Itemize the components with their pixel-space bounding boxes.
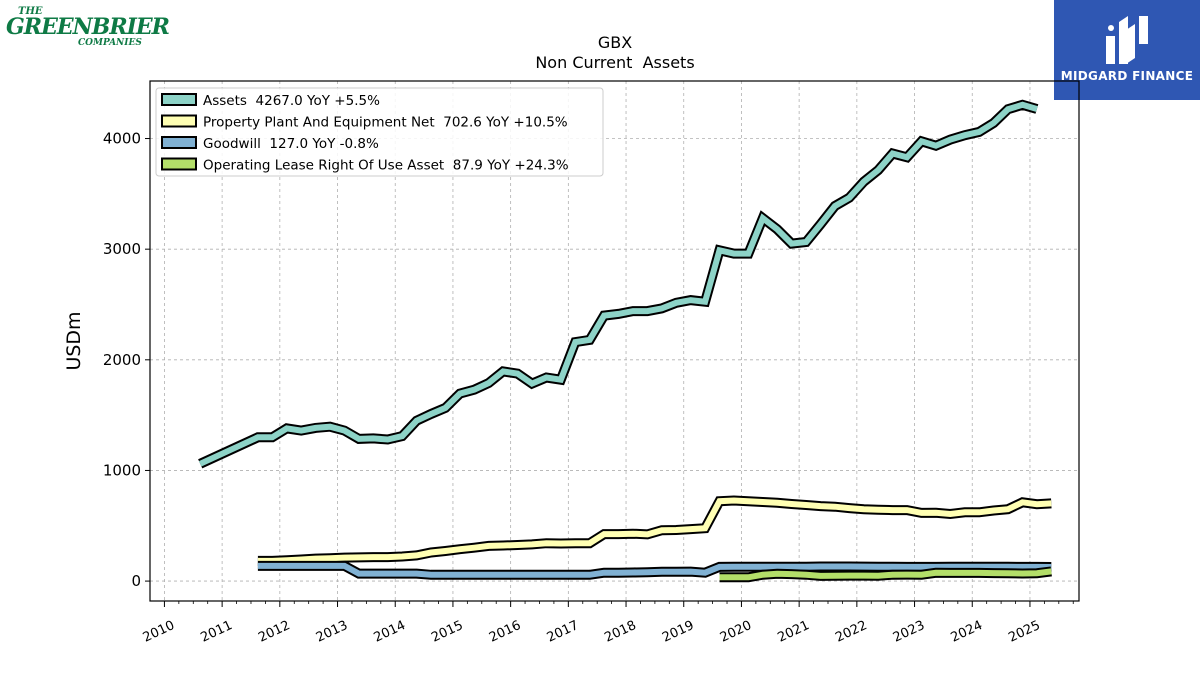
x-tick-label: 2017 <box>545 618 581 646</box>
x-tick-label: 2015 <box>429 618 465 646</box>
series-3-line <box>719 566 1052 583</box>
legend-swatch <box>161 136 197 149</box>
x-tick-label: 2021 <box>776 618 812 646</box>
series-line <box>257 497 1052 564</box>
x-tick-label: 2018 <box>602 618 638 646</box>
plot-frame <box>149 80 1080 602</box>
y-tick-label: 3000 <box>103 240 141 258</box>
x-tick-label: 2016 <box>487 618 523 646</box>
x-tick-label: 2014 <box>372 618 408 646</box>
series-2-line <box>257 560 1052 580</box>
series-1-line <box>257 495 1052 566</box>
legend-label: Assets 4267.0 YoY +5.5% <box>203 93 380 109</box>
logo-line-companies: COMPANIES <box>78 38 142 48</box>
series-line <box>719 568 1052 581</box>
logo-line-greenbrier: GREENBRIER <box>6 14 170 40</box>
y-tick-label: 4000 <box>103 130 141 148</box>
greenbrier-logo: THE GREENBRIER COMPANIES <box>6 6 170 50</box>
x-tick-label: 2020 <box>718 618 754 646</box>
legend: Assets 4267.0 YoY +5.5% Property Plant An… <box>155 87 604 177</box>
legend-label: Goodwill 127.0 YoY -0.8% <box>203 136 379 152</box>
legend-box <box>155 87 604 177</box>
chart-title: GBX <box>598 33 632 52</box>
series-0-line <box>198 99 1039 469</box>
x-tick-label: 2023 <box>891 618 927 646</box>
x-tick-label: 2010 <box>141 618 177 646</box>
series-line <box>198 101 1038 467</box>
x-tick-label: 2024 <box>949 618 985 646</box>
legend-label: Operating Lease Right Of Use Asset 87.9 … <box>203 158 569 174</box>
legend-swatch <box>161 157 197 171</box>
series-line <box>257 562 1052 578</box>
logo-line-the: THE <box>18 6 43 17</box>
legend-swatch <box>161 114 197 128</box>
y-tick-label: 2000 <box>103 351 141 369</box>
legend-swatch <box>161 93 197 106</box>
x-tick-label: 2019 <box>660 618 696 646</box>
y-tick-label: 0 <box>131 572 141 590</box>
x-tick-label: 2013 <box>314 618 350 646</box>
y-axis-label: USDm <box>63 311 85 370</box>
y-tick-label: 1000 <box>103 461 141 479</box>
legend-label: Property Plant And Equipment Net 702.6 Y… <box>203 115 568 131</box>
chart-subtitle: Non Current Assets <box>535 53 694 72</box>
publisher-name: MIDGARD FINANCE <box>1060 69 1194 83</box>
x-tick-label: 2025 <box>1006 618 1042 646</box>
x-tick-label: 2012 <box>256 618 292 646</box>
series-layer <box>198 99 1052 583</box>
double-i-icon <box>1106 16 1148 64</box>
x-tick-label: 2011 <box>198 618 234 646</box>
x-tick-label: 2022 <box>833 618 869 646</box>
midgard-finance-logo: MIDGARD FINANCE <box>1054 0 1200 100</box>
